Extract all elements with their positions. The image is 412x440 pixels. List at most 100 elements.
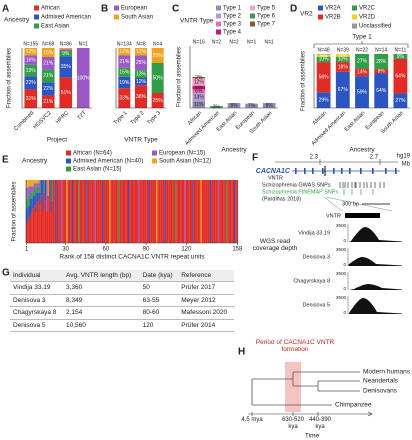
time-axis-label: Time (305, 433, 320, 440)
bar-segment (59, 77, 73, 108)
bracket (313, 41, 409, 48)
bar-segment (101, 180, 103, 243)
bar-segment (110, 180, 112, 243)
bar-segment (36, 180, 39, 184)
value-label: 33% (119, 95, 130, 101)
bar-segment (26, 224, 28, 243)
bar-segment (28, 186, 31, 196)
bar-segment (31, 211, 33, 243)
lineage-label: Denisovans (363, 388, 398, 395)
n-label: N=39 (337, 47, 349, 53)
bar-segment (63, 180, 65, 243)
table-cell: 2,154 (63, 306, 140, 320)
bar-segment (47, 180, 49, 196)
value-label: 27% (357, 59, 368, 65)
y-axis-label: Fraction of assemblies (177, 47, 183, 107)
x-tick-label: 90 (143, 247, 150, 253)
table-cell: Denisova 5 (10, 319, 64, 333)
bar-segment (89, 180, 91, 243)
bar-segment (137, 180, 139, 243)
bar-segment (157, 180, 159, 243)
bar-segment (200, 180, 202, 243)
bar-segment (181, 180, 184, 243)
bar-segment (118, 180, 120, 243)
bar-segment (30, 186, 32, 193)
value-label: 16% (26, 57, 37, 63)
n-label: N=22 (356, 47, 368, 53)
bar-segment (31, 198, 33, 212)
exon (395, 168, 397, 174)
bar-segment (83, 180, 86, 243)
x-tick-label: Type 1 (113, 110, 129, 126)
bar-segment (355, 68, 369, 77)
legend-swatch (114, 5, 119, 11)
legend-swatch (34, 14, 39, 20)
value-label: 22% (26, 80, 37, 86)
bar-segment (161, 180, 163, 243)
citation: (Pardiñas 2018) (262, 196, 301, 202)
bar-segment (135, 55, 147, 71)
lineage-label: Modern humans (363, 369, 411, 376)
value-label: 100% (77, 75, 90, 81)
n-label: N=1 (265, 39, 275, 45)
coord-label: 2.3 (310, 155, 319, 161)
legend-swatch (318, 5, 323, 11)
table-cell: 10,560 (63, 319, 140, 333)
bar-segment (169, 180, 171, 243)
bar-segment (35, 211, 37, 243)
annotation: Type 1 (352, 34, 372, 41)
bar-segment (28, 180, 31, 187)
legend-label: African (41, 6, 60, 12)
bar-segment (50, 180, 52, 212)
bar-segment (91, 180, 94, 243)
bar-segment (211, 180, 213, 243)
bar-segment (172, 180, 174, 243)
table-cell: Denisova 3 (10, 294, 64, 308)
bar-segment (180, 180, 182, 243)
track-max: 3500 (336, 295, 347, 300)
depth-label: WGS read coverage depth (252, 238, 298, 253)
bar-segment (153, 180, 155, 243)
bar-segment (41, 57, 55, 70)
bar-segment (133, 180, 135, 243)
bar-segment (44, 180, 47, 201)
bar-segment (24, 48, 38, 56)
bar-segment (316, 54, 331, 57)
bar-segment (176, 180, 178, 243)
bar-segment (192, 93, 206, 102)
bar-segment (59, 180, 61, 243)
bar-segment (35, 192, 37, 212)
n-label: N=1 (79, 41, 89, 47)
n-label: N=86 (60, 41, 72, 47)
bar-segment (99, 180, 102, 243)
value-label: 10% (319, 57, 330, 63)
lineage-label: Chimpanzee (335, 402, 372, 409)
bar-segment (141, 180, 143, 243)
bar-segment (197, 180, 200, 243)
bar-segment (42, 180, 44, 212)
value-label: 18% (338, 64, 349, 70)
x-tick-label: Type 3 (146, 110, 162, 126)
bar-segment (156, 180, 158, 243)
bar-segment (27, 220, 29, 243)
bar-segment (192, 77, 206, 79)
tree-branch (251, 371, 360, 406)
exon (304, 168, 306, 174)
bar-segment (102, 180, 104, 243)
bar-segment (41, 48, 55, 57)
vntr-block (345, 213, 380, 218)
bar-segment (87, 180, 90, 243)
value-label: 5% (339, 53, 347, 59)
value-label: 11% (194, 102, 204, 108)
bar-segment (98, 180, 100, 243)
y-axis-label: Fraction of assemblies (12, 181, 18, 241)
bar-segment (219, 180, 221, 243)
bar-segment (59, 56, 73, 78)
legend-label: East Asian (N=15) (73, 167, 122, 173)
bar-segment (335, 62, 350, 72)
bar-segment (227, 180, 229, 243)
legend-swatch (216, 13, 221, 19)
x-tick-label: HPRC (55, 110, 70, 125)
bar-segment (36, 192, 39, 203)
